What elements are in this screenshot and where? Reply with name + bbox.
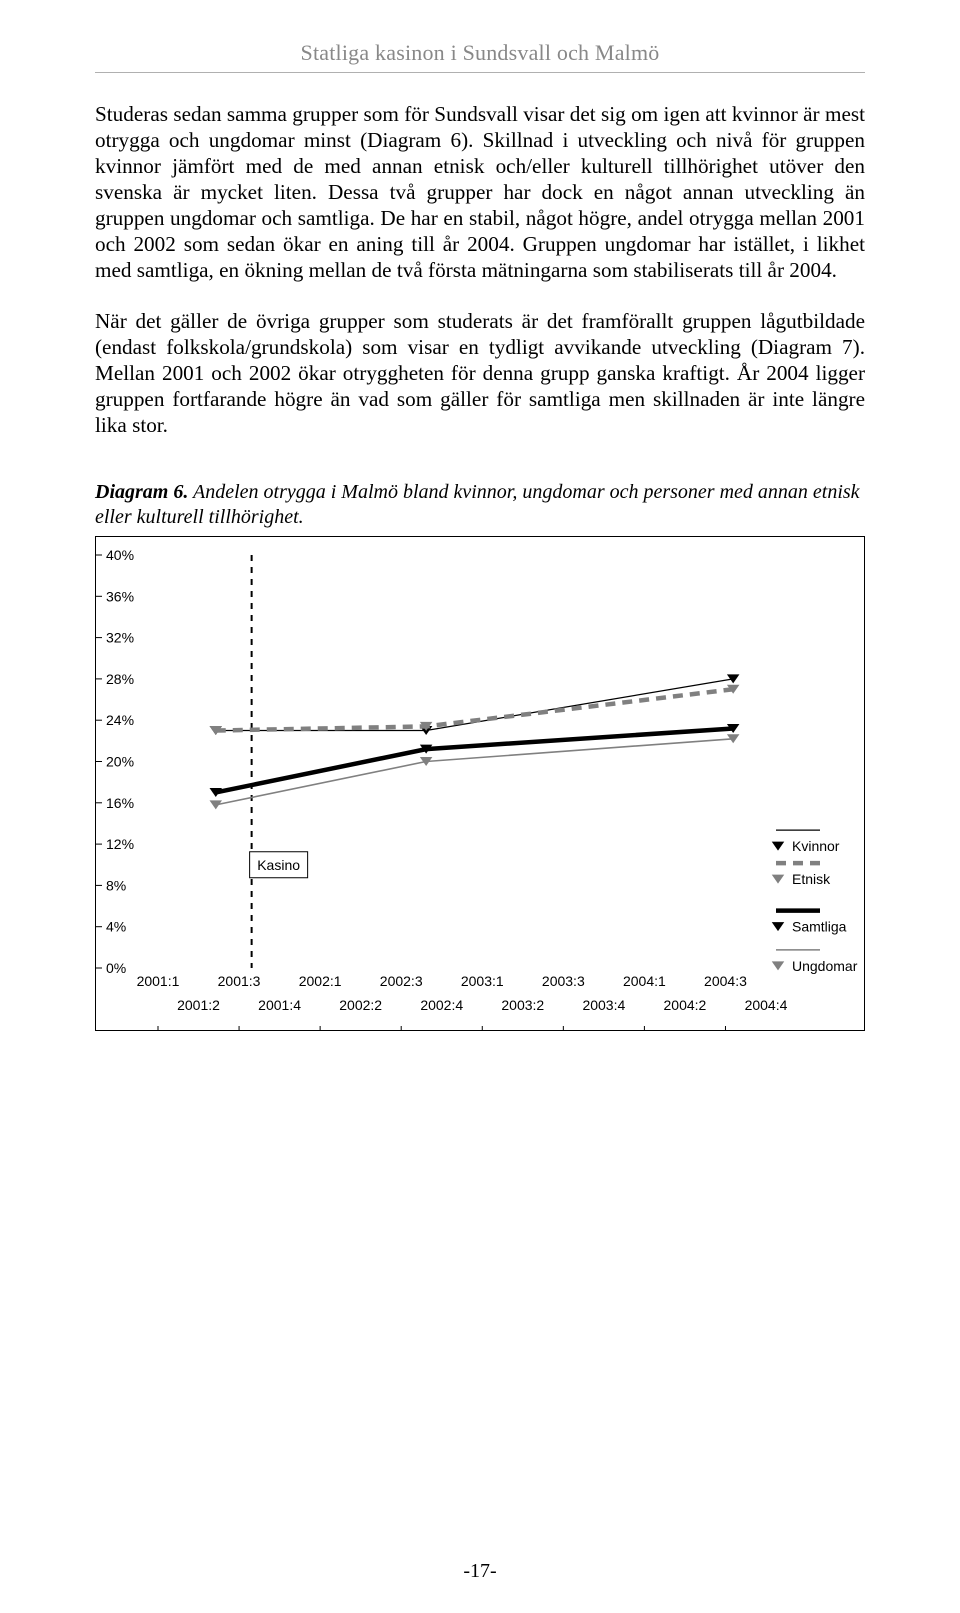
svg-text:Kvinnor: Kvinnor: [792, 838, 840, 854]
page-container: Statliga kasinon i Sundsvall och Malmö S…: [0, 0, 960, 1613]
svg-text:Samtliga: Samtliga: [792, 919, 847, 935]
svg-text:12%: 12%: [106, 836, 134, 852]
diagram6-caption-rest: Andelen otrygga i Malmö bland kvinnor, u…: [95, 481, 860, 528]
svg-text:2004:2: 2004:2: [664, 997, 707, 1013]
svg-text:2004:4: 2004:4: [745, 997, 788, 1013]
svg-text:2003:3: 2003:3: [542, 973, 585, 989]
svg-text:2002:1: 2002:1: [299, 973, 342, 989]
diagram6-caption: Diagram 6. Andelen otrygga i Malmö bland…: [95, 480, 865, 530]
svg-text:24%: 24%: [106, 712, 134, 728]
svg-text:20%: 20%: [106, 753, 134, 769]
svg-text:2003:1: 2003:1: [461, 973, 504, 989]
diagram6-caption-bold: Diagram 6.: [95, 481, 188, 503]
svg-text:2002:2: 2002:2: [339, 997, 382, 1013]
page-number: -17-: [0, 1560, 960, 1583]
svg-text:40%: 40%: [106, 547, 134, 563]
svg-text:2003:2: 2003:2: [501, 997, 544, 1013]
svg-text:8%: 8%: [106, 877, 126, 893]
svg-text:32%: 32%: [106, 630, 134, 646]
svg-text:2004:1: 2004:1: [623, 973, 666, 989]
svg-text:2003:4: 2003:4: [582, 997, 625, 1013]
paragraph-2: När det gäller de övriga grupper som stu…: [95, 308, 865, 438]
svg-text:Etnisk: Etnisk: [792, 871, 831, 887]
svg-text:Kasino: Kasino: [257, 857, 300, 873]
svg-text:2002:3: 2002:3: [380, 973, 423, 989]
svg-text:2004:3: 2004:3: [704, 973, 747, 989]
svg-text:0%: 0%: [106, 960, 126, 976]
paragraph-1: Studeras sedan samma grupper som för Sun…: [95, 101, 865, 284]
svg-text:2002:4: 2002:4: [420, 997, 463, 1013]
diagram6-chart: 0% 4% 8% 12% 16% 20% 24% 28% 32% 36% 40% 2001:1 2001…: [95, 536, 865, 1031]
svg-text:16%: 16%: [106, 795, 134, 811]
svg-text:Ungdomar: Ungdomar: [792, 958, 858, 974]
svg-text:36%: 36%: [106, 588, 134, 604]
svg-text:2001:1: 2001:1: [137, 973, 180, 989]
svg-text:4%: 4%: [106, 919, 126, 935]
svg-text:2001:3: 2001:3: [218, 973, 261, 989]
diagram6-svg: 0% 4% 8% 12% 16% 20% 24% 28% 32% 36% 40% 2001:1 2001…: [96, 537, 866, 1032]
svg-text:28%: 28%: [106, 671, 134, 687]
svg-text:2001:4: 2001:4: [258, 997, 301, 1013]
running-header: Statliga kasinon i Sundsvall och Malmö: [95, 40, 865, 73]
svg-text:2001:2: 2001:2: [177, 997, 220, 1013]
